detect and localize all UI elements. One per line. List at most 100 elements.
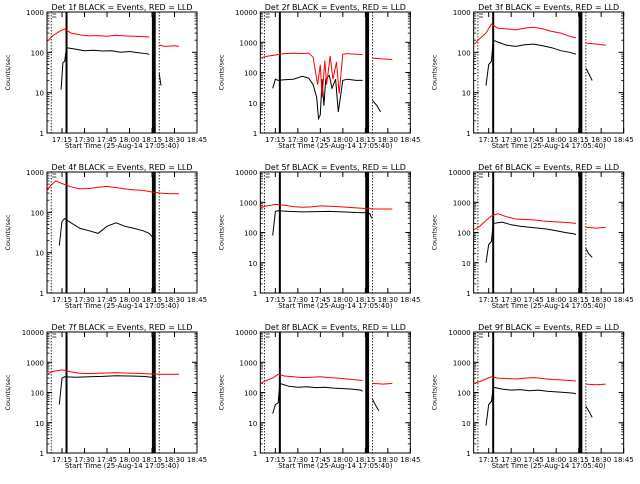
events-series-line — [60, 47, 162, 90]
y-tick-label: 10 — [35, 90, 44, 98]
chart-title: Det 7f BLACK = Events, RED = LLD — [51, 323, 192, 332]
chart-title: Det 9f BLACK = Events, RED = LLD — [478, 323, 619, 332]
x-tick-label: 18:45 — [187, 136, 207, 144]
y-axis-label: Counts/sec — [217, 54, 225, 90]
x-axis-label: Start Time (25-Aug-14 17:05:40) — [278, 462, 392, 470]
y-tick-label: 1 — [466, 450, 470, 458]
x-tick-label: 18:30 — [378, 296, 398, 304]
x-tick-label: 18:00 — [119, 296, 139, 304]
y-tick-label: 10000 — [235, 9, 257, 17]
chart-title: Det 3f BLACK = Events, RED = LLD — [478, 3, 619, 12]
y-tick-label: 1000 — [240, 39, 258, 47]
x-tick-label: 17:30 — [501, 296, 521, 304]
y-axis-label: Counts/sec — [217, 374, 225, 410]
x-tick-label: 18:15 — [142, 296, 162, 304]
x-axis-label: Start Time (25-Aug-14 17:05:40) — [492, 142, 606, 150]
y-tick-label: 10000 — [235, 329, 257, 337]
chart-title: Det 4f BLACK = Events, RED = LLD — [51, 163, 192, 172]
y-axis-label: Counts/sec — [431, 54, 439, 90]
x-tick-label: 18:15 — [142, 136, 162, 144]
y-tick-label: 10 — [462, 260, 471, 268]
x-tick-label: 18:45 — [614, 296, 634, 304]
x-tick-label: 18:15 — [355, 296, 375, 304]
chart-title: Det 5f BLACK = Events, RED = LLD — [265, 163, 406, 172]
interval-bracket — [265, 333, 270, 338]
plot-frame — [46, 11, 198, 134]
interval-bracket — [52, 173, 57, 178]
y-tick-label: 10 — [248, 260, 257, 268]
plot-frame — [473, 11, 625, 134]
x-tick-label: 17:15 — [52, 456, 72, 464]
x-tick-label: 18:30 — [378, 456, 398, 464]
interval-bracket — [478, 13, 483, 18]
x-tick-label: 17:45 — [97, 136, 117, 144]
x-axis-label: Start Time (25-Aug-14 17:05:40) — [65, 462, 179, 470]
y-tick-label: 100 — [31, 209, 44, 217]
x-axis-label: Start Time (25-Aug-14 17:05:40) — [278, 142, 392, 150]
events-series-line — [272, 210, 373, 236]
x-tick-label: 18:30 — [591, 136, 611, 144]
chart-title: Det 8f BLACK = Events, RED = LLD — [265, 323, 406, 332]
y-tick-label: 10 — [462, 420, 471, 428]
x-axis-label: Start Time (25-Aug-14 17:05:40) — [492, 302, 606, 310]
y-tick-label: 100 — [244, 230, 257, 238]
x-tick-label: 17:30 — [288, 296, 308, 304]
x-tick-label: 17:30 — [501, 136, 521, 144]
chart-panel-5: Det 5f BLACK = Events, RED = LLD Counts/s… — [217, 163, 420, 310]
x-tick-label: 17:30 — [288, 456, 308, 464]
lld-series-line — [259, 52, 393, 98]
x-axis-label: Start Time (25-Aug-14 17:05:40) — [278, 302, 392, 310]
x-tick-label: 18:00 — [333, 456, 353, 464]
y-tick-label: 1 — [40, 290, 44, 298]
x-tick-label: 18:00 — [546, 296, 566, 304]
chart-panel-7: Det 7f BLACK = Events, RED = LLD Counts/s… — [4, 323, 207, 470]
lld-series-line — [473, 23, 606, 46]
plot-frame — [46, 331, 198, 454]
x-tick-label: 17:15 — [52, 296, 72, 304]
x-tick-label: 17:30 — [74, 456, 94, 464]
x-tick-label: 18:15 — [569, 136, 589, 144]
y-tick-label: 1 — [40, 450, 44, 458]
events-series-line — [58, 375, 157, 405]
y-axis-label: Counts/sec — [4, 214, 12, 250]
chart-panel-3: Det 3f BLACK = Events, RED = LLD Counts/s… — [431, 3, 634, 150]
y-tick-label: 10000 — [448, 329, 470, 337]
y-tick-label: 1000 — [26, 359, 44, 367]
x-tick-label: 17:15 — [52, 136, 72, 144]
interval-bracket — [52, 13, 57, 18]
interval-bracket — [265, 173, 270, 178]
y-tick-label: 1000 — [240, 199, 258, 207]
x-tick-label: 17:45 — [524, 456, 544, 464]
y-tick-label: 1 — [253, 290, 257, 298]
x-tick-label: 18:45 — [187, 296, 207, 304]
x-tick-label: 18:00 — [333, 296, 353, 304]
y-tick-label: 1000 — [240, 359, 258, 367]
events-series-line — [485, 386, 593, 426]
plot-frame — [473, 331, 625, 454]
y-tick-label: 1 — [253, 130, 257, 138]
x-tick-label: 18:30 — [591, 296, 611, 304]
x-tick-label: 18:00 — [119, 136, 139, 144]
y-tick-label: 100 — [457, 230, 470, 238]
x-tick-label: 18:15 — [355, 136, 375, 144]
y-tick-label: 10 — [248, 420, 257, 428]
y-tick-label: 1000 — [26, 9, 44, 17]
x-tick-label: 18:45 — [614, 456, 634, 464]
x-tick-label: 18:30 — [164, 456, 184, 464]
x-tick-label: 17:45 — [310, 456, 330, 464]
x-tick-label: 18:15 — [569, 456, 589, 464]
y-tick-label: 10000 — [448, 169, 470, 177]
events-series-line — [272, 74, 382, 121]
y-tick-label: 10 — [35, 420, 44, 428]
chart-title: Det 6f BLACK = Events, RED = LLD — [478, 163, 619, 172]
y-tick-label: 100 — [31, 49, 44, 57]
x-tick-label: 17:15 — [479, 136, 499, 144]
x-tick-label: 18:00 — [119, 456, 139, 464]
lld-series-line — [473, 376, 606, 386]
x-tick-label: 18:00 — [546, 136, 566, 144]
x-tick-label: 17:45 — [97, 296, 117, 304]
x-tick-label: 17:30 — [74, 296, 94, 304]
y-axis-label: Counts/sec — [217, 214, 225, 250]
x-tick-label: 18:45 — [400, 136, 420, 144]
plot-frame — [46, 171, 198, 294]
